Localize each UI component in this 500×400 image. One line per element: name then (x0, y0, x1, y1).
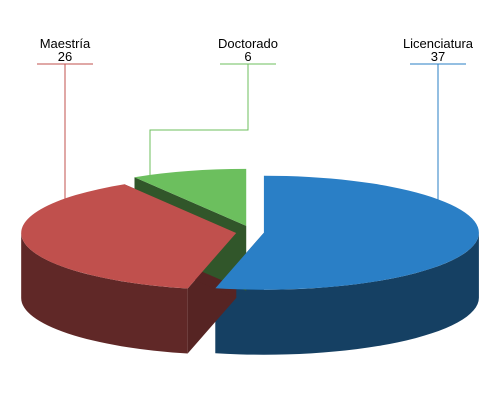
slice (215, 175, 479, 290)
data-label-value: 26 (58, 49, 72, 64)
slice (21, 184, 237, 289)
slice (134, 168, 247, 226)
pie-tops (21, 168, 479, 290)
data-label-name: Doctorado (218, 36, 278, 51)
data-label-value: 37 (431, 49, 445, 64)
slice-wall (21, 232, 188, 354)
leader-line (149, 64, 249, 180)
data-label-name: Maestría (40, 36, 91, 51)
slice-wall (215, 232, 479, 355)
data-label-value: 6 (244, 49, 251, 64)
data-label-name: Licenciatura (403, 36, 474, 51)
